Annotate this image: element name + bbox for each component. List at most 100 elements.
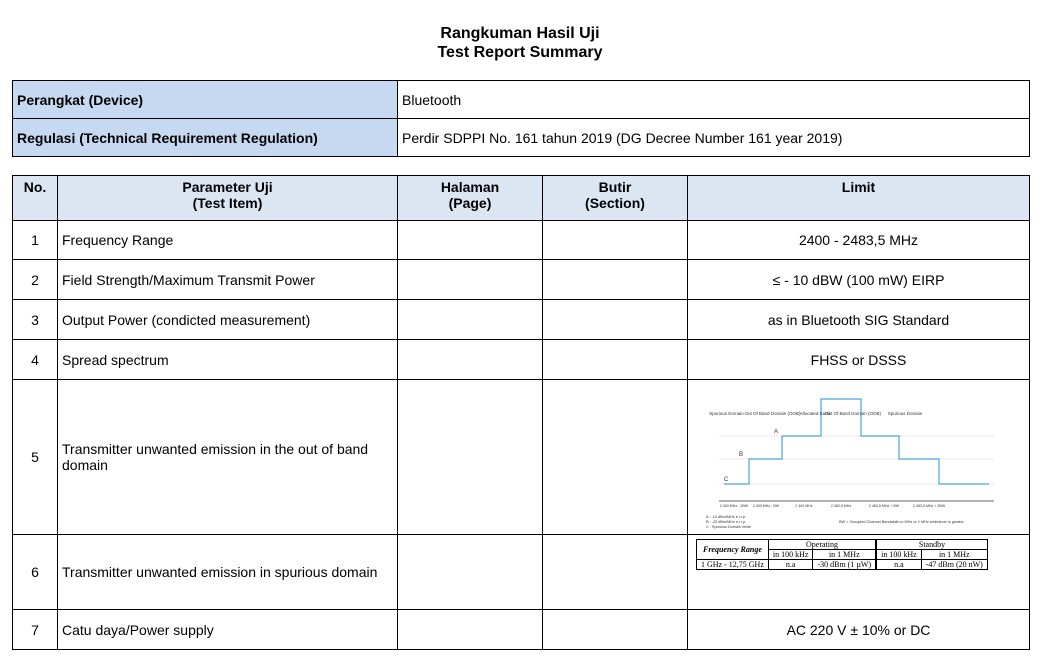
row: 6 Transmitter unwanted emission in spurio…: [12, 534, 1030, 610]
header-text: (Test Item): [192, 195, 263, 211]
sub-row: Frequency Range Operating Standby: [696, 539, 988, 560]
x-label: 2 400 MHz: [795, 504, 813, 508]
note: A : -10 dBm/MHz e.i.r.p.: [706, 515, 746, 519]
sub-row: 1 GHz - 12,75 GHz n.a -30 dBm (1 µW) n.a -47…: [696, 559, 988, 570]
row-section: [542, 339, 688, 380]
row-no: 6: [12, 534, 58, 610]
x-label: 2 400 MHz - 2BW: [719, 504, 748, 508]
row-section: [542, 609, 688, 650]
device-row: Regulasi (Technical Requirement Regulati…: [12, 118, 1030, 157]
header-cell: No.: [12, 175, 58, 221]
header-text: (Section): [585, 195, 645, 211]
header-text: No.: [23, 179, 47, 195]
row: 1 Frequency Range 2400 - 2483,5 MHz: [12, 220, 1030, 260]
row-no: 5: [12, 379, 58, 535]
row-limit: Spurious Domain Out Of Band Domain (OOB) A…: [687, 379, 1030, 535]
row-page: [397, 259, 543, 300]
row-page: [397, 379, 543, 535]
row-section: [542, 299, 688, 340]
row: 5 Transmitter unwanted emission in the ou…: [12, 379, 1030, 535]
sub-header: in 1 MHz: [812, 549, 877, 560]
group-header: Standby: [875, 539, 988, 550]
device-key: Perangkat (Device): [12, 80, 398, 119]
header-text: Halaman: [440, 179, 500, 195]
sub-cell: n.a: [767, 559, 814, 570]
domain-label: Spurious Domain: [709, 411, 744, 416]
row-limit: Frequency Range Operating Standby in 100 kH…: [687, 534, 1030, 610]
x-label: 2 483,5 MHz: [830, 504, 851, 508]
bw-note: BW = Occupied Channel Bandwidth in MHz o…: [839, 520, 965, 524]
header-cell: Butir (Section): [542, 175, 688, 221]
sub-cell: n.a: [875, 559, 922, 570]
row-no: 1: [12, 220, 58, 260]
row-item: Output Power (condicted measurement): [57, 299, 398, 340]
row-page: [397, 299, 543, 340]
group-header: Operating: [767, 539, 877, 550]
header-text: Limit: [841, 179, 876, 195]
level-label: B: [739, 452, 743, 458]
sub-header: in 100 kHz: [767, 549, 814, 560]
sub-header: in 1 MHz: [920, 549, 988, 560]
domain-label: Out Of Band Domain (OOB): [744, 411, 801, 416]
row-item: Transmitter unwanted emission in the out…: [57, 379, 398, 535]
device-table: Perangkat (Device) Bluetooth Regulasi (Tec…: [12, 80, 1030, 157]
summary-table: No. Parameter Uji (Test Item) Halaman (Page)…: [12, 175, 1030, 650]
mask-figure: Spurious Domain Out Of Band Domain (OOB) A…: [706, 397, 994, 529]
header-text: Parameter Uji: [182, 179, 273, 195]
row-no: 2: [12, 259, 58, 300]
row-section: [542, 220, 688, 260]
device-value: Perdir SDPPI No. 161 tahun 2019 (DG Decr…: [397, 118, 1030, 157]
header-text: (Page): [448, 195, 492, 211]
x-label: 2 483,5 MHz + 2BW: [912, 504, 945, 508]
device-row: Perangkat (Device) Bluetooth: [12, 80, 1030, 119]
sub-cell: -30 dBm (1 µW): [812, 559, 877, 570]
row-limit: 2400 - 2483,5 MHz: [687, 220, 1030, 260]
row-item: Transmitter unwanted emission in spuriou…: [57, 534, 398, 610]
sub-cell: 1 GHz - 12,75 GHz: [696, 559, 769, 570]
header-cell: Limit: [687, 175, 1030, 221]
level-label: A: [774, 429, 778, 435]
row-no: 7: [12, 609, 58, 650]
header-cell: Halaman (Page): [397, 175, 543, 221]
x-label: 2 483,5 MHz + BW: [868, 504, 899, 508]
domain-label: Out Of Band Domain (OOB): [824, 411, 881, 416]
mask-line: [723, 397, 989, 485]
row-item: Field Strength/Maximum Transmit Power: [57, 259, 398, 300]
row: 3 Output Power (condicted measurement) as …: [12, 299, 1030, 340]
row-limit: AC 220 V ± 10% or DC: [687, 609, 1030, 650]
subtitle: Test Report Summary: [437, 44, 603, 61]
device-key: Regulasi (Technical Requirement Regulati…: [12, 118, 398, 157]
sub-header: in 100 kHz: [875, 549, 922, 560]
row-item: Catu daya/Power supply: [57, 609, 398, 650]
header-cell: Parameter Uji (Test Item): [57, 175, 398, 221]
row-section: [542, 259, 688, 300]
header-text: Butir: [598, 179, 632, 195]
row-page: [397, 339, 543, 380]
row: 2 Field Strength/Maximum Transmit Power ≤ …: [12, 259, 1030, 300]
row-page: [397, 534, 543, 610]
row-limit: FHSS or DSSS: [687, 339, 1030, 380]
level-label: C: [724, 477, 729, 483]
row-item: Frequency Range: [57, 220, 398, 260]
row-no: 4: [12, 339, 58, 380]
note: B : -20 dBm/MHz e.i.r.p.: [706, 520, 746, 524]
row-page: [397, 609, 543, 650]
domain-label: Allocated Band: [799, 411, 830, 416]
note: C : Spurious Domain limits: [706, 525, 751, 529]
row: 4 Spread spectrum FHSS or DSSS: [12, 339, 1030, 380]
sub-cell: -47 dBm (20 nW): [920, 559, 988, 570]
row-page: [397, 220, 543, 260]
row-limit: as in Bluetooth SIG Standard: [687, 299, 1030, 340]
x-label: 2 400 MHz - BW: [752, 504, 779, 508]
row-section: [542, 379, 688, 535]
row-limit: ≤ - 10 dBW (100 mW) EIRP: [687, 259, 1030, 300]
row-section: [542, 534, 688, 610]
row: 7 Catu daya/Power supply AC 220 V ± 10% or…: [12, 609, 1030, 650]
spurious-table: Frequency Range Operating Standby in 100 kH…: [696, 539, 988, 570]
row-item: Spread spectrum: [57, 339, 398, 380]
device-value: Bluetooth: [397, 80, 1030, 119]
freq-header: Frequency Range: [696, 539, 769, 560]
title: Rangkuman Hasil Uji: [440, 25, 600, 42]
row-no: 3: [12, 299, 58, 340]
